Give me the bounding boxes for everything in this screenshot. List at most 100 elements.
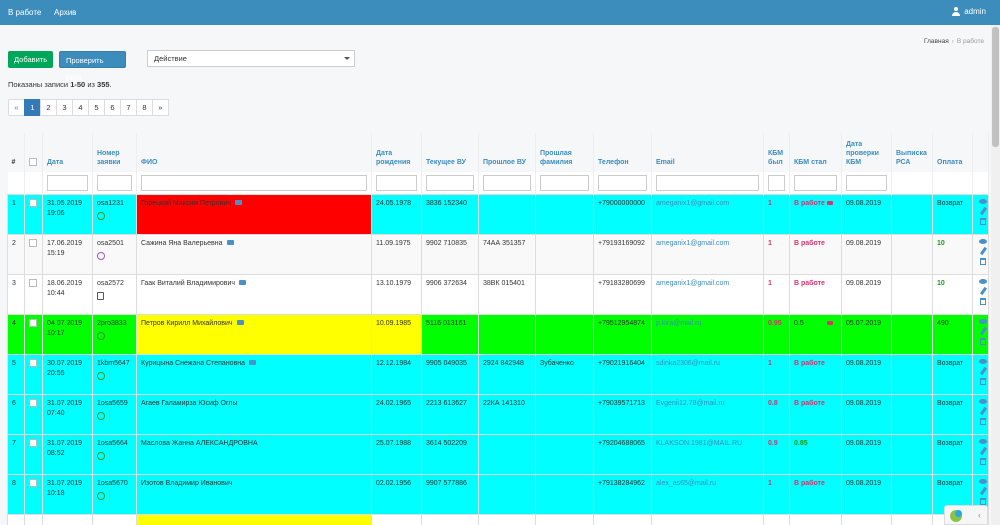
eye-icon[interactable] — [979, 198, 987, 204]
app-number[interactable]: 1osa5670 — [97, 479, 128, 487]
eye-icon[interactable] — [979, 278, 987, 284]
breadcrumb-home[interactable]: Главная — [923, 38, 949, 45]
column-header[interactable]: Выписка РСА — [891, 133, 933, 172]
page-5[interactable]: 5 — [88, 99, 105, 116]
eye-icon[interactable] — [979, 438, 987, 444]
page-prev[interactable]: « — [8, 99, 25, 116]
table-row[interactable]: 8 31.07.2019 10:18 1osa5670 Изотов Владимир … — [7, 473, 989, 515]
filter-input[interactable] — [426, 174, 474, 191]
app-number[interactable]: osa2572 — [97, 279, 124, 287]
comment-icon[interactable] — [226, 240, 234, 246]
table-row[interactable]: 7 31.07.2019 08:52 1osa5664 Маслова Жанна АЛ… — [7, 433, 989, 475]
email-value[interactable]: sdinka2306@mail.ru — [656, 359, 720, 367]
column-header[interactable]: КБМ стал — [789, 133, 842, 172]
page-8[interactable]: 8 — [136, 99, 153, 116]
page-4[interactable]: 4 — [72, 99, 89, 116]
column-header[interactable]: Прошлое ВУ — [478, 133, 536, 172]
trash-icon[interactable] — [980, 497, 986, 505]
email-value[interactable]: KLAKSON.1981@MAIL.RU — [656, 439, 743, 447]
filter-input[interactable] — [768, 174, 785, 191]
app-number[interactable]: 1osa5664 — [97, 439, 128, 447]
row-checkbox[interactable] — [29, 478, 37, 487]
comment-icon[interactable] — [234, 200, 242, 206]
table-row[interactable] — [7, 513, 989, 525]
row-checkbox[interactable] — [29, 318, 37, 327]
column-header[interactable]: Дата — [42, 133, 93, 172]
trash-icon[interactable] — [980, 417, 986, 425]
envelope-icon[interactable] — [827, 320, 833, 325]
eye-icon[interactable] — [979, 478, 987, 484]
nav-in-work[interactable]: В работе — [8, 8, 42, 17]
app-number[interactable]: osa1231 — [97, 199, 124, 207]
trash-icon[interactable] — [980, 297, 986, 305]
app-number[interactable]: osa2501 — [97, 239, 124, 247]
add-button[interactable]: Добавить — [8, 51, 53, 68]
eye-icon[interactable] — [979, 398, 987, 404]
eye-icon[interactable] — [979, 238, 987, 244]
row-checkbox[interactable] — [29, 238, 37, 247]
user-menu[interactable]: admin — [952, 7, 986, 16]
pencil-icon[interactable] — [979, 406, 988, 415]
pencil-icon[interactable] — [979, 326, 988, 335]
page-2[interactable]: 2 — [40, 99, 57, 116]
trash-icon[interactable] — [980, 217, 986, 225]
row-checkbox[interactable] — [29, 398, 37, 407]
column-header[interactable]: Телефон — [593, 133, 652, 172]
comment-icon[interactable] — [236, 320, 244, 326]
column-header[interactable]: КБМ был — [763, 133, 790, 172]
page-3[interactable]: 3 — [56, 99, 73, 116]
pencil-icon[interactable] — [979, 206, 988, 215]
comment-icon[interactable] — [249, 360, 257, 366]
column-header[interactable]: Номер заявки — [92, 133, 137, 172]
eye-icon[interactable] — [979, 358, 987, 364]
filter-input[interactable] — [376, 174, 417, 191]
pencil-icon[interactable] — [979, 246, 988, 255]
nav-archive[interactable]: Архив — [54, 8, 77, 17]
page-next[interactable]: » — [152, 99, 169, 116]
email-value[interactable]: ameganix1@gmail.com — [656, 199, 730, 207]
row-checkbox[interactable] — [29, 198, 37, 207]
column-header[interactable]: Прошлая фамилия — [535, 133, 594, 172]
column-header[interactable]: Дата рождения — [371, 133, 422, 172]
table-row[interactable]: 2 17.06.2019 15:19 osa2501 Сажина Яна Валерь… — [7, 233, 989, 275]
comment-icon[interactable] — [239, 280, 247, 286]
email-value[interactable]: alex_as65@mail.ru — [656, 479, 717, 487]
filter-input[interactable] — [794, 174, 837, 191]
column-header[interactable]: ФИО — [136, 133, 372, 172]
debug-toolbar[interactable]: ‹ — [944, 505, 988, 525]
scrollbar-thumb[interactable] — [992, 27, 999, 147]
pencil-icon[interactable] — [979, 286, 988, 295]
column-header[interactable]: Email — [651, 133, 764, 172]
page-1[interactable]: 1 — [24, 99, 41, 116]
app-number[interactable]: 1osa5659 — [97, 399, 128, 407]
table-row[interactable]: 5 30.07.2019 20:55 1kbm5647 Курицына Снежана… — [7, 353, 989, 395]
app-number[interactable]: 1kbm5647 — [97, 359, 130, 367]
row-checkbox[interactable] — [29, 278, 37, 287]
filter-input[interactable] — [483, 174, 531, 191]
column-header[interactable]: # — [7, 133, 25, 172]
filter-input[interactable] — [540, 174, 589, 191]
email-value[interactable]: Evgenii12.78@mail.ru — [656, 399, 725, 407]
trash-icon[interactable] — [980, 337, 986, 345]
filter-input[interactable] — [598, 174, 647, 191]
email-value[interactable]: ameganix1@gmail.com — [656, 279, 730, 287]
email-value[interactable]: ameganix1@gmail.com — [656, 239, 730, 247]
row-checkbox[interactable] — [29, 438, 37, 447]
column-header[interactable]: Текущее ВУ — [421, 133, 479, 172]
pencil-icon[interactable] — [979, 366, 988, 375]
filter-input[interactable] — [97, 174, 132, 191]
table-row[interactable]: 1 31.05.2019 19:06 osa1231 Горецкий Максим П… — [7, 193, 989, 235]
filter-input[interactable] — [47, 174, 88, 191]
scrollbar[interactable] — [991, 25, 1000, 525]
pencil-icon[interactable] — [979, 446, 988, 455]
filter-input[interactable] — [141, 174, 367, 191]
trash-icon[interactable] — [980, 457, 986, 465]
eye-icon[interactable] — [979, 318, 987, 324]
pencil-icon[interactable] — [979, 486, 988, 495]
app-number[interactable]: 2pro3833 — [97, 319, 127, 327]
page-7[interactable]: 7 — [120, 99, 137, 116]
page-6[interactable]: 6 — [104, 99, 121, 116]
filter-input[interactable] — [656, 174, 759, 191]
chevron-left-icon[interactable]: ‹ — [978, 510, 981, 520]
table-row[interactable]: 3 18.06.2019 10:44 osa2572 Гаак Виталий Влад… — [7, 273, 989, 315]
